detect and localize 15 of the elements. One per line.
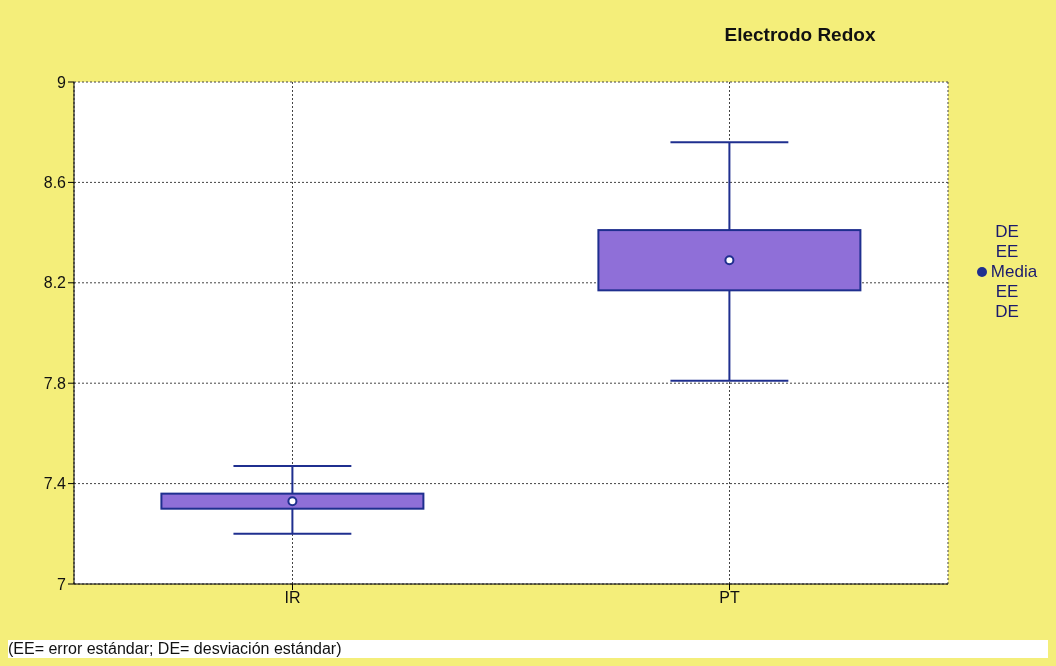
y-tick-label: 9 [57,73,67,91]
y-tick-label: 7.8 [43,374,67,392]
text: (EE= error estándar; DE= desviación estándar) [8,640,1048,658]
y-tick-label: 8.6 [43,174,67,192]
y-tick-label: 7 [57,575,67,593]
text: DE [994,302,1020,322]
x-tick-label: IR [284,589,301,607]
text: DE [994,222,1020,242]
text: EE [994,282,1020,302]
y-tick-label: 8.2 [43,274,67,292]
x-tick-label: PT [719,589,740,607]
text: Media [990,262,1038,282]
y-tick-label: 7.4 [43,475,67,493]
chart-title: Electrodo Redox [723,24,877,46]
text: EE [994,242,1020,262]
